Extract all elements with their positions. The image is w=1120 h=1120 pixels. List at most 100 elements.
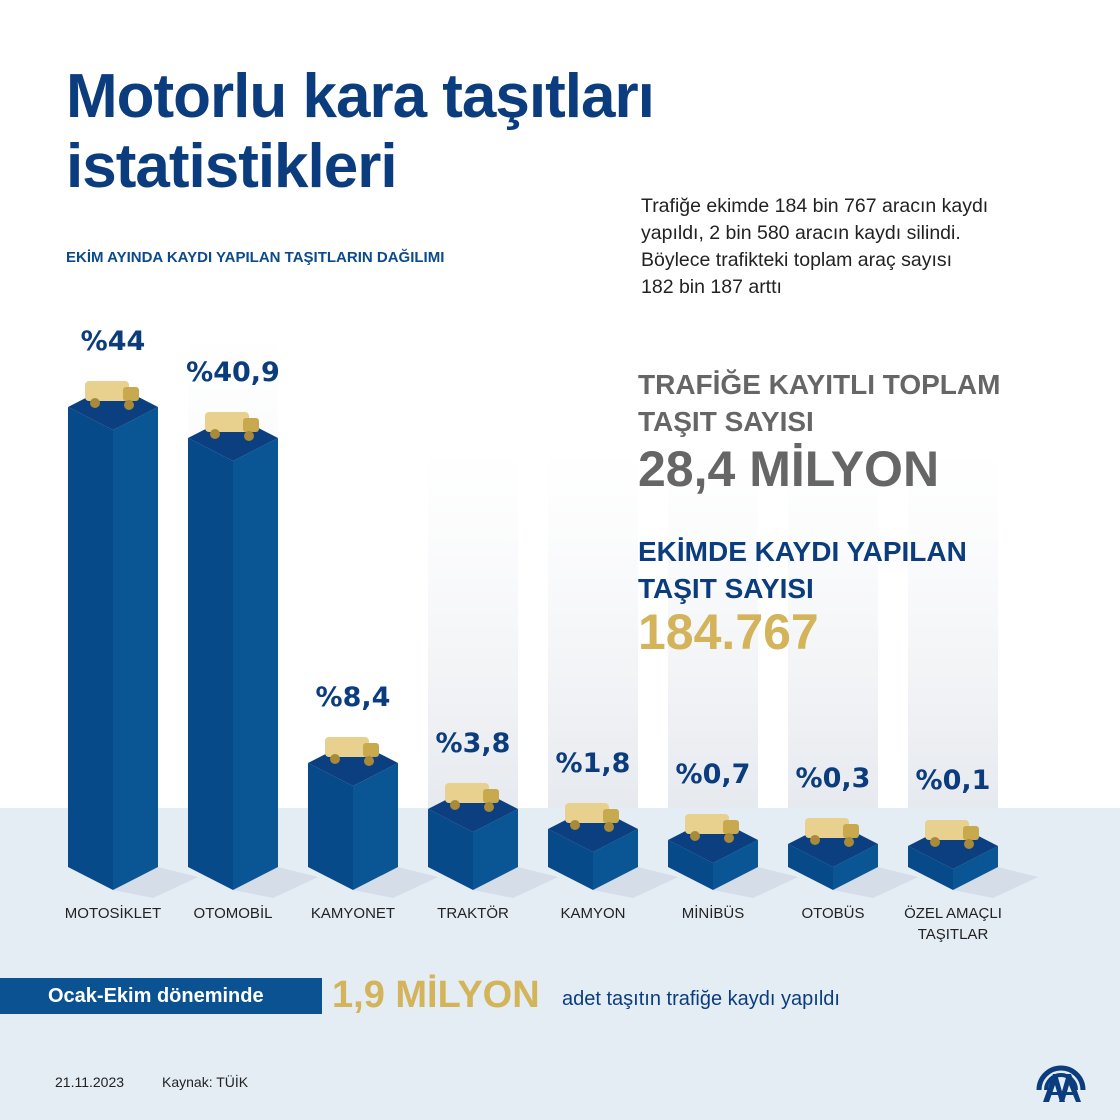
motorcycle-icon-cab bbox=[123, 387, 139, 401]
bar-right-face bbox=[473, 809, 518, 890]
column-background bbox=[548, 450, 638, 808]
period-text: adet taşıtın trafiğe kaydı yapıldı bbox=[562, 988, 840, 1010]
source: Kaynak: TÜİK bbox=[162, 1074, 249, 1090]
category-label: OTOMOBİL bbox=[194, 904, 273, 922]
bar-shadow bbox=[233, 867, 318, 898]
car-icon-wheel bbox=[210, 429, 220, 439]
value-label: %0,1 bbox=[916, 765, 991, 796]
bar-right-face bbox=[113, 407, 158, 890]
minibus-icon-cab bbox=[723, 820, 739, 834]
motorcycle-icon-wheel bbox=[124, 400, 134, 410]
bar-shadow bbox=[353, 867, 438, 898]
lorry-icon-wheel bbox=[604, 822, 614, 832]
bus-icon bbox=[805, 818, 859, 847]
bar-2 bbox=[188, 415, 278, 890]
bar-shadow bbox=[833, 867, 918, 898]
bar-shadow bbox=[593, 867, 678, 898]
motorcycle-icon-wheel bbox=[90, 398, 100, 408]
description-line: 182 bin 187 arttı bbox=[641, 276, 782, 298]
bar-right-face bbox=[953, 846, 998, 890]
value-label: %44 bbox=[81, 326, 146, 357]
bar-right-face bbox=[713, 840, 758, 890]
category-label: MOTOSİKLET bbox=[65, 904, 161, 922]
tractor-icon bbox=[445, 783, 499, 812]
bar-shadow bbox=[953, 867, 1038, 898]
car-icon bbox=[205, 412, 259, 441]
description-line: Trafiğe ekimde 184 bin 767 aracın kaydı bbox=[641, 195, 989, 217]
date: 21.11.2023 bbox=[55, 1074, 125, 1090]
fire-truck-icon-wheel bbox=[964, 839, 974, 849]
tractor-icon-wheel bbox=[450, 800, 460, 810]
kpi-total-label-line: TAŞIT SAYISI bbox=[638, 406, 814, 437]
motorcycle-icon bbox=[85, 381, 139, 410]
period-banner: Ocak-Ekim döneminde bbox=[0, 978, 322, 1014]
value-label: %3,8 bbox=[436, 728, 511, 759]
bar-shadow bbox=[113, 867, 198, 898]
bus-icon-wheel bbox=[844, 837, 854, 847]
lorry-icon-cab bbox=[603, 809, 619, 823]
kpi-october-label-line: TAŞIT SAYISI bbox=[638, 573, 814, 604]
title-line-2: istatistikleri bbox=[66, 132, 398, 201]
tractor-icon-wheel bbox=[484, 802, 494, 812]
truck-icon-wheel bbox=[330, 754, 340, 764]
page-title: Motorlu kara taşıtları istatistikleri bbox=[66, 62, 655, 202]
bus-icon-wheel bbox=[810, 835, 820, 845]
lorry-icon bbox=[565, 803, 619, 832]
fire-truck-icon bbox=[925, 820, 979, 849]
bar-1 bbox=[68, 384, 158, 890]
bar-left-face bbox=[188, 438, 233, 890]
truck-icon bbox=[325, 737, 379, 766]
truck-icon-cab bbox=[363, 743, 379, 757]
value-label: %0,7 bbox=[676, 759, 751, 790]
lorry-icon-body bbox=[565, 803, 609, 823]
bus-icon-body bbox=[805, 818, 849, 838]
bar-left-face bbox=[908, 846, 953, 890]
chart-subtitle: EKİM AYINDA KAYDI YAPILAN TAŞITLARIN DAĞ… bbox=[66, 249, 445, 266]
category-label: TRAKTÖR bbox=[437, 904, 509, 922]
aa-logo-icon bbox=[1036, 1065, 1086, 1102]
truck-icon-wheel bbox=[364, 756, 374, 766]
bar-right-face bbox=[593, 829, 638, 890]
car-icon-cab bbox=[243, 418, 259, 432]
bar-left-face bbox=[668, 840, 713, 890]
minibus-icon-body bbox=[685, 814, 729, 834]
title-line-1: Motorlu kara taşıtları bbox=[66, 62, 655, 131]
description-line: yapıldı, 2 bin 580 aracın kaydı silindi. bbox=[641, 222, 961, 244]
motorcycle-icon-body bbox=[85, 381, 129, 401]
kpi-october-value: 184.767 bbox=[638, 604, 819, 660]
column-background bbox=[908, 450, 998, 808]
minibus-icon-wheel bbox=[690, 831, 700, 841]
fire-truck-icon-cab bbox=[963, 826, 979, 840]
bus-icon-cab bbox=[843, 824, 859, 838]
value-label: %1,8 bbox=[556, 748, 631, 779]
minibus-icon-wheel bbox=[724, 833, 734, 843]
category-label: ÖZEL AMAÇLI bbox=[904, 904, 1002, 922]
category-label: OTOBÜS bbox=[801, 904, 864, 922]
period-total-value: 1,9 MİLYON bbox=[332, 974, 540, 1016]
value-label: %40,9 bbox=[186, 357, 280, 388]
bar-3 bbox=[308, 740, 398, 890]
bar-left-face bbox=[788, 844, 833, 890]
bar-shadow bbox=[473, 867, 558, 898]
bar-right-face bbox=[833, 844, 878, 890]
tractor-icon-cab bbox=[483, 789, 499, 803]
description-line: Böylece trafikteki toplam araç sayısı bbox=[641, 249, 953, 271]
tractor-icon-body bbox=[445, 783, 489, 803]
car-icon-body bbox=[205, 412, 249, 432]
kpi-october-label-line: EKİMDE KAYDI YAPILAN bbox=[638, 536, 967, 567]
minibus-icon bbox=[685, 814, 739, 843]
bar-left-face bbox=[428, 809, 473, 890]
column-background bbox=[428, 450, 518, 808]
bar-right-face bbox=[233, 438, 278, 890]
category-label: KAMYONET bbox=[311, 905, 395, 922]
bar-left-face bbox=[308, 763, 353, 890]
column-background bbox=[788, 450, 878, 808]
bar-left-face bbox=[68, 407, 113, 890]
kpi-october-label: EKİMDE KAYDI YAPILAN TAŞIT SAYISI bbox=[638, 533, 967, 607]
category-label: TAŞITLAR bbox=[918, 926, 989, 943]
fire-truck-icon-body bbox=[925, 820, 969, 840]
description: Trafiğe ekimde 184 bin 767 aracın kaydı … bbox=[641, 193, 1081, 301]
bar-shadow bbox=[713, 867, 798, 898]
kpi-total-value: 28,4 MİLYON bbox=[638, 441, 940, 497]
